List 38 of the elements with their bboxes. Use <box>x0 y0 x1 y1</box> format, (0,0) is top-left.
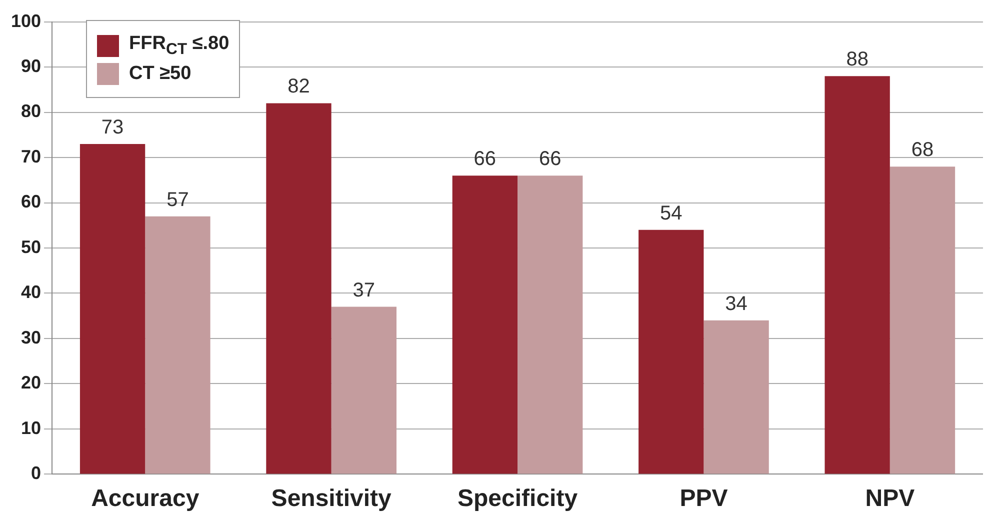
data-label: 73 <box>101 116 124 138</box>
y-tick-label: 40 <box>21 282 42 302</box>
bar <box>266 103 332 474</box>
y-tick-label: 100 <box>10 10 42 31</box>
x-tick-label: PPV <box>680 485 728 512</box>
bar <box>452 176 518 474</box>
data-label: 68 <box>911 139 934 162</box>
data-label: 66 <box>538 148 562 170</box>
y-tick-label: 10 <box>21 418 42 438</box>
legend-label: FFR$_{CT}$ ≤.80 <box>129 33 230 59</box>
bar <box>824 76 890 474</box>
data-label: 57 <box>166 188 189 211</box>
bar <box>331 306 396 474</box>
y-tick-label: 20 <box>21 372 42 393</box>
y-tick-label: 50 <box>21 236 42 257</box>
x-tick-label: Sensitivity <box>271 485 392 512</box>
bar <box>518 176 583 474</box>
bar <box>704 320 769 474</box>
bar <box>890 166 956 474</box>
y-tick-label: 60 <box>21 192 42 212</box>
x-tick-label: NPV <box>865 485 915 512</box>
y-tick-label: 30 <box>21 327 42 348</box>
y-tick-label: 70 <box>21 146 42 166</box>
data-label: 37 <box>352 279 376 302</box>
data-label: 66 <box>474 148 496 170</box>
x-tick-label: Specificity <box>457 485 578 512</box>
data-label: 54 <box>660 202 682 224</box>
y-tick-label: 80 <box>21 101 42 122</box>
bar <box>638 230 704 474</box>
legend-label: CT ≥50 <box>129 62 192 85</box>
data-label: 88 <box>846 48 868 71</box>
data-label: 34 <box>725 292 748 315</box>
bar <box>145 216 210 474</box>
x-tick-label: Accuracy <box>91 485 200 512</box>
bar <box>80 144 146 474</box>
y-tick-label: 90 <box>21 56 42 76</box>
y-tick-label: 0 <box>31 463 42 484</box>
data-label: 82 <box>288 76 310 98</box>
